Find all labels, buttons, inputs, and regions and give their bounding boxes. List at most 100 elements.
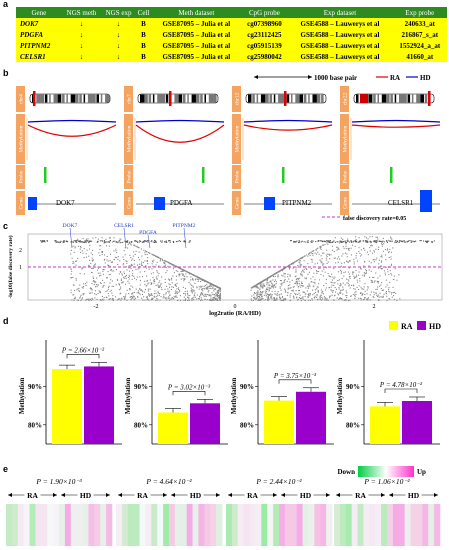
table-header-2: NGS exp xyxy=(101,7,136,18)
table-cell: cg23112425 xyxy=(241,29,288,40)
gene-name: CELSR1 xyxy=(388,199,414,207)
heatmap-cell xyxy=(267,504,274,546)
table-cell: cg07398960 xyxy=(241,18,288,29)
heatmap-cell xyxy=(17,504,24,546)
heatmap-cell xyxy=(284,504,292,546)
row-label-bg xyxy=(16,86,25,112)
group-label-ra: RA xyxy=(27,491,38,500)
heatmap-cell xyxy=(157,504,164,546)
row-label-bg xyxy=(16,165,25,189)
row-label: Gene xyxy=(235,197,241,209)
heatmap-cell xyxy=(363,504,370,546)
y-axis-label: Methylation xyxy=(230,378,238,415)
table-cell: 216867_s_at xyxy=(392,29,447,40)
gene-column-dok7: chr4 Methylation Probe Gene DOK7 xyxy=(16,86,117,215)
heatmap-cell xyxy=(186,504,193,546)
table-cell: GSE4588 – Lauwerys et al xyxy=(287,51,393,62)
row-label: Gene xyxy=(343,197,349,209)
heatmap-cell xyxy=(261,504,268,546)
chromosome-ideogram xyxy=(245,91,327,106)
heatmap-cell xyxy=(11,504,19,546)
significance-bracket xyxy=(172,390,206,396)
p-value: P = 3.02×10⁻³ xyxy=(167,383,211,391)
heatmap-cell xyxy=(35,504,42,546)
fdr-legend-label: false discovery rate=0.05 xyxy=(343,216,406,222)
heatmap-2: P = 4.64×10⁻² RA HD xyxy=(116,477,223,546)
p-value: P = 2.66×10⁻² xyxy=(61,346,105,354)
table-cell: GSE87095 – Julia et al xyxy=(151,29,242,40)
row-label: Methylation xyxy=(343,125,349,152)
heatmap-1: P = 1.90×10⁻³ RA HD xyxy=(6,477,113,546)
table-cell: cg05915139 xyxy=(241,40,288,51)
volcano-leader-line xyxy=(69,227,73,249)
heatmap-cell xyxy=(302,504,309,546)
row-label-bg xyxy=(124,165,133,189)
bar-hd xyxy=(296,391,326,444)
row-label: Methylation xyxy=(127,125,133,152)
table-cell: GSE4588 – Lauwerys et al xyxy=(287,29,393,40)
panel-label-b: b xyxy=(3,68,9,78)
heatmap-cell xyxy=(308,504,315,546)
heatmap-cell xyxy=(210,504,217,546)
legend-down-label: Down xyxy=(337,468,355,476)
ra-curve xyxy=(351,124,441,128)
heatmap-cell xyxy=(133,504,140,546)
table-cell: GSE87095 – Julia et al xyxy=(151,40,242,51)
row-label-bg xyxy=(124,191,133,215)
table-cell: ↓ xyxy=(101,51,136,62)
heatmap-cell xyxy=(59,504,66,546)
heatmap-cell xyxy=(53,504,60,546)
locus-marker xyxy=(284,91,287,106)
heatmap-cell xyxy=(180,504,187,546)
heatmap-cell xyxy=(145,504,152,546)
heatmap-cell xyxy=(422,504,429,546)
heatmap-cell xyxy=(255,504,262,546)
table-header-3: Cell xyxy=(135,7,152,18)
significance-bracket xyxy=(278,379,312,384)
panel-label-e: e xyxy=(3,464,9,474)
gene-name: PDGFA xyxy=(170,199,192,207)
xtick-neg2: -2 xyxy=(94,304,99,310)
row-label-bg xyxy=(232,165,241,189)
table-cell: B xyxy=(135,40,152,51)
row-label-bg xyxy=(124,86,133,112)
heatmap-cell xyxy=(70,504,77,546)
heatmap-cell xyxy=(392,504,400,546)
y-tick-label: 80% xyxy=(28,421,42,429)
heatmap-cell xyxy=(410,504,417,546)
table-cell: ↓ xyxy=(61,18,102,29)
heatmap-cell xyxy=(387,504,394,546)
p-value: P = 3.75×10⁻³ xyxy=(273,372,317,380)
y-tick-label: 90% xyxy=(240,383,254,391)
table-cell: GSE4588 – Lauwerys et al xyxy=(287,40,393,51)
table-cell: B xyxy=(135,29,152,40)
heatmap-cell xyxy=(369,504,376,546)
row-label-bg xyxy=(340,114,349,164)
probe-marker xyxy=(44,167,47,183)
table-cell: B xyxy=(135,51,152,62)
heatmap-cell xyxy=(237,504,244,546)
table-cell: 1552924_a_at xyxy=(392,40,447,51)
heatmap-cell xyxy=(23,504,30,546)
row-label: Methylation xyxy=(235,125,241,152)
heatmap-cell xyxy=(231,504,239,546)
group-label-hd: HD xyxy=(408,491,420,500)
table-cell: PDGFA xyxy=(16,29,62,40)
legend-hd-label: HD xyxy=(429,322,441,331)
bar-hd xyxy=(84,366,114,444)
chromosome-ideogram xyxy=(137,91,219,106)
y-tick-label: 80% xyxy=(134,421,148,429)
row-label: Probe xyxy=(127,170,133,183)
table-header-0: Gene xyxy=(16,7,62,18)
heatmap-p-value: P = 1.90×10⁻³ xyxy=(35,477,82,486)
row-label: Probe xyxy=(19,170,25,183)
heatmap-cell xyxy=(375,504,382,546)
heatmap-cell xyxy=(139,504,146,546)
chromosome-ideogram xyxy=(29,91,111,106)
heatmap-cell xyxy=(116,504,123,546)
bar-chart-4: 80% 90%Methylation P = 4.78×10⁻² xyxy=(336,340,440,445)
heatmap-cell xyxy=(345,504,352,546)
methylation-curves xyxy=(350,118,441,160)
hd-curve xyxy=(27,119,117,123)
table-row: DOK7 ↓ ↓ B GSE87095 – Julia et al cg07398960 G… xyxy=(16,18,447,29)
